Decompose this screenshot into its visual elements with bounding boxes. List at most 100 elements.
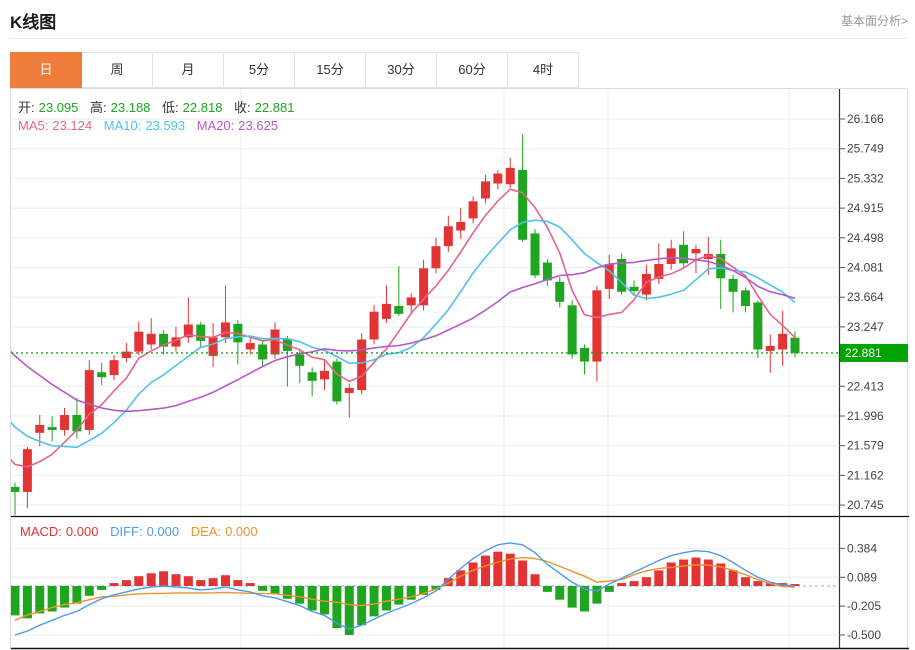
macd-hist-bar [542,586,552,592]
axis-label: 21.996 [847,409,884,423]
macd-hist-bar [703,559,713,586]
candle-body [580,348,590,362]
candle-body [691,249,701,254]
macd-hist-bar [431,586,441,590]
macd-hist-bar [146,573,156,586]
macd-hist-bar [443,578,453,586]
macd-hist-bar [220,575,230,586]
candle-body [567,305,577,355]
tab-month[interactable]: 月 [152,52,224,88]
candle-body [617,259,627,292]
macd-hist-bar [332,586,342,629]
candle-body [542,262,552,281]
candle-body [468,201,478,219]
candle-body [295,354,305,366]
current-price-tag-text: 22.881 [845,346,882,360]
ma10-label: MA10: [103,118,142,133]
macd-hist-bar [270,586,280,594]
macd-hist-bar [666,562,676,586]
open-value: 23.095 [38,100,79,115]
candle-body [641,273,651,295]
ma-readout: MA5: 23.124 MA10: 23.593 MA20: 23.625 [18,118,286,133]
macd-hist-bar [97,586,107,590]
candle-body [456,221,466,231]
macd-hist-bar [518,560,528,586]
macd-readout: MACD: 0.000 DIFF: 0.000 DEA: 0.000 [20,524,266,539]
candle-body [530,233,540,276]
candle-body [740,290,750,307]
candle-body [518,169,528,240]
tab-day[interactable]: 日 [10,52,82,88]
ohlc-readout: 开: 23.095 高: 23.188 低: 22.818 收: 22.881 [18,97,302,116]
dea-label: DEA: [190,524,222,539]
macd-hist-bar [691,557,701,586]
tab-4hour[interactable]: 4时 [507,52,579,88]
macd-hist-bar [641,577,651,586]
candle-body [320,370,330,380]
macd-hist-bar [320,586,330,615]
tab-15min[interactable]: 15分 [294,52,366,88]
candle-body [369,311,379,340]
macd-hist-bar [47,586,57,612]
tab-5min[interactable]: 5分 [223,52,295,88]
tab-30min[interactable]: 30分 [365,52,437,88]
macd-hist-bar [728,570,738,586]
macd-hist-bar [790,584,800,586]
candle-body [505,167,515,185]
candle-body [196,324,206,341]
macd-hist-bar [344,586,354,635]
macd-hist-bar [72,586,82,604]
axis-label: 24.081 [847,260,884,274]
open-label: 开: [18,100,35,115]
ma5-label: MA5: [18,118,49,133]
macd-hist-bar [604,586,614,592]
macd-hist-bar [22,586,32,619]
macd-hist-bar [654,570,664,586]
candle-body [146,333,156,345]
macd-hist-bar [679,559,689,586]
axis-layer: 26.166 25.749 25.332 24.915 24.498 24.081 23.6… [11,89,909,650]
page-title: K线图 [10,13,57,32]
macd-hist-bar [307,586,317,611]
close-value: 22.881 [254,100,295,115]
candle-body [406,297,416,306]
candle-body [592,290,602,362]
candle-body [604,264,614,289]
axis-label: 0.089 [847,570,877,584]
macd-hist-bar [183,576,193,586]
ma20-value: 23.625 [238,118,279,133]
axis-label: 23.664 [847,290,884,304]
ma10-value: 23.593 [145,118,186,133]
fundamental-analysis-link[interactable]: 基本面分析> [840,14,908,28]
axis-label: -0.500 [847,628,881,642]
axis-label: 26.166 [847,112,884,126]
macd-hist-bar [60,586,70,608]
tab-week[interactable]: 周 [81,52,153,88]
candle-body [679,244,689,264]
macd-hist-bar [592,586,602,604]
candle-body [493,173,503,184]
macd-hist-bar [394,586,404,605]
macd-hist-bar [196,580,206,586]
candle-body [381,303,391,319]
macd-hist-bar [295,586,305,604]
candle-body [555,281,565,302]
candle-body [307,372,317,381]
candle-body [357,339,367,391]
candle-body [134,331,144,352]
macd-hist-bar [134,576,144,586]
candle-body [60,414,70,430]
high-label: 高: [90,100,107,115]
current-price-tag [840,343,908,362]
candle-body [47,427,57,430]
tab-60min[interactable]: 60分 [436,52,508,88]
dea-line [14,556,796,621]
macd-label: MACD: [20,524,62,539]
candle-body [258,344,268,360]
high-value: 23.188 [110,100,151,115]
candle-body [431,246,441,269]
macd-hist-bar [84,586,94,596]
candle-body [171,337,181,347]
axis-label: 21.162 [847,468,884,482]
candle-body [778,333,788,350]
